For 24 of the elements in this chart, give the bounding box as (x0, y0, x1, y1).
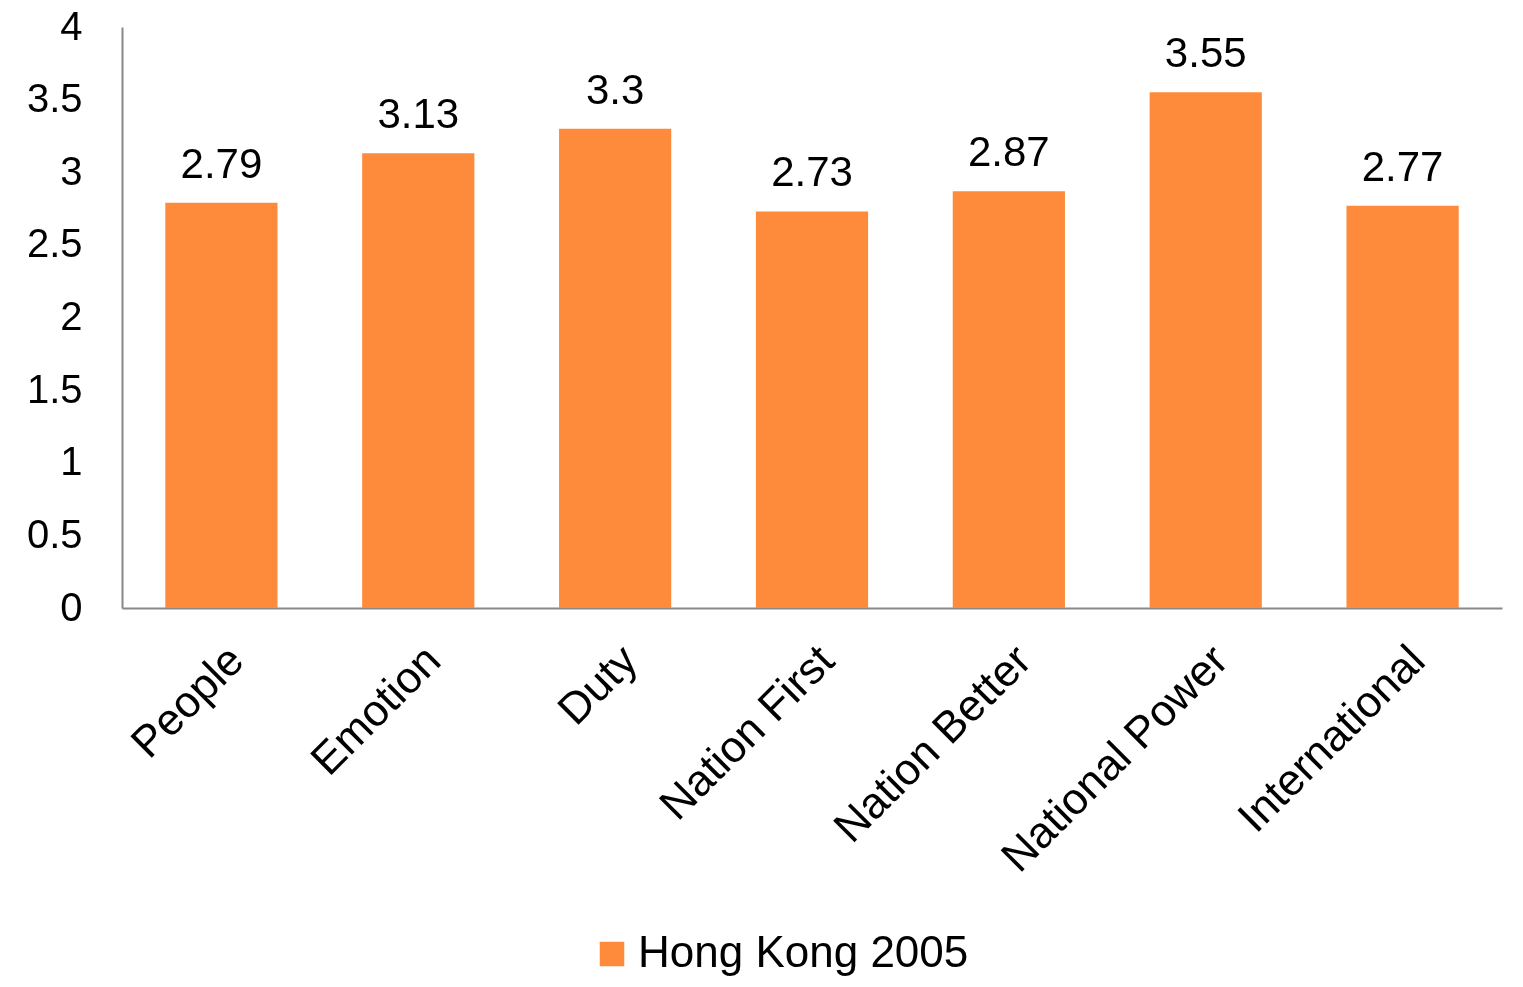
legend-label: Hong Kong 2005 (638, 927, 969, 976)
y-tick-label: 3.5 (26, 76, 83, 121)
y-tick-label: 2.5 (26, 221, 83, 266)
bar (165, 202, 278, 608)
y-tick-label: 4 (60, 3, 83, 48)
bar (1346, 205, 1459, 608)
y-tick-label: 0.5 (26, 511, 83, 556)
bar (559, 128, 672, 608)
data-label: 3.3 (585, 65, 645, 113)
y-tick-label: 1.5 (26, 366, 83, 411)
y-tick-label: 0 (60, 584, 83, 629)
y-tick-label: 2 (60, 294, 83, 338)
data-label: 3.13 (377, 90, 460, 138)
bar (1149, 92, 1262, 608)
y-tick-label: 1 (60, 439, 83, 484)
bar (952, 191, 1065, 608)
data-label: 2.79 (180, 139, 263, 187)
data-label: 2.77 (1361, 142, 1444, 190)
data-label: 2.73 (771, 148, 853, 196)
bar (362, 153, 475, 608)
data-label: 3.55 (1164, 29, 1247, 77)
data-label: 2.87 (967, 128, 1050, 176)
bar (755, 211, 869, 608)
y-tick-label: 3 (60, 148, 83, 193)
